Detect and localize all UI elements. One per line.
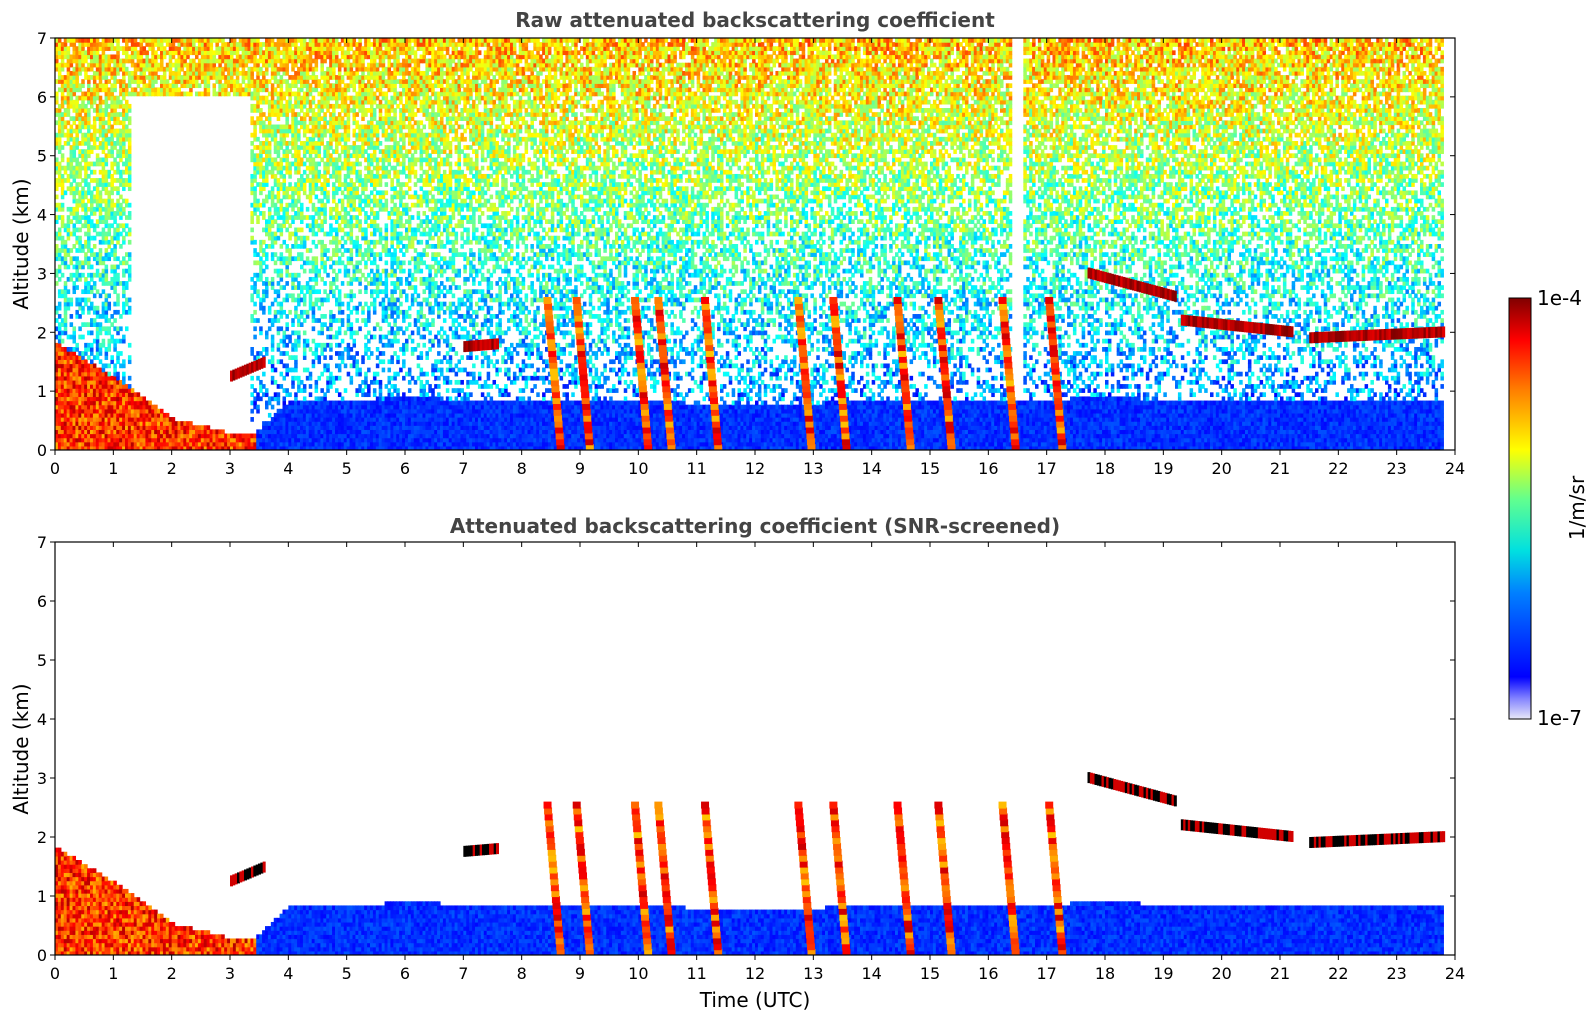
x-tick-label: 8 [517, 964, 527, 983]
y-tick-label: 7 [37, 29, 47, 48]
x-tick-label: 3 [225, 964, 235, 983]
x-tick-label: 16 [978, 459, 998, 478]
x-tick-label: 6 [400, 459, 410, 478]
x-tick-label: 2 [167, 964, 177, 983]
x-tick-label: 22 [1328, 964, 1348, 983]
x-tick-label: 0 [50, 459, 60, 478]
x-tick-label: 7 [458, 964, 468, 983]
y-tick-label: 4 [37, 206, 47, 225]
x-tick-label: 13 [803, 459, 823, 478]
chart-title: Attenuated backscattering coefficient (S… [450, 514, 1060, 538]
x-tick-label: 4 [283, 459, 293, 478]
heatmap-area [55, 38, 1446, 450]
x-tick-label: 22 [1328, 459, 1348, 478]
x-tick-label: 6 [400, 964, 410, 983]
x-tick-label: 21 [1270, 964, 1290, 983]
panel-raw: Raw attenuated backscattering coefficien… [9, 8, 1465, 478]
colorbar-label: 1/m/sr [1565, 475, 1589, 540]
x-tick-label: 8 [517, 459, 527, 478]
colorbar-min-label: 1e-7 [1537, 706, 1582, 730]
y-tick-label: 1 [37, 887, 47, 906]
y-axis-label: Altitude (km) [9, 683, 33, 814]
y-tick-label: 3 [37, 264, 47, 283]
x-tick-label: 14 [861, 964, 881, 983]
colorbar-gradient [1508, 297, 1532, 720]
x-tick-label: 13 [803, 964, 823, 983]
x-tick-label: 15 [920, 964, 940, 983]
plot-frame [54, 541, 1456, 956]
x-tick-label: 19 [1153, 459, 1173, 478]
x-tick-label: 5 [342, 459, 352, 478]
x-tick-label: 12 [745, 459, 765, 478]
x-tick-label: 21 [1270, 459, 1290, 478]
x-tick-label: 17 [1036, 964, 1056, 983]
y-axis-label: Altitude (km) [9, 178, 33, 309]
y-tick-label: 6 [37, 88, 47, 107]
x-tick-label: 1 [108, 459, 118, 478]
x-tick-label: 10 [628, 459, 648, 478]
x-tick-label: 18 [1095, 459, 1115, 478]
y-tick-label: 4 [37, 710, 47, 729]
x-tick-label: 5 [342, 964, 352, 983]
y-tick-label: 0 [37, 946, 47, 965]
colorbar-max-label: 1e-4 [1537, 286, 1582, 310]
x-tick-label: 10 [628, 964, 648, 983]
x-tick-label: 9 [575, 964, 585, 983]
axis-ticks: 0 1 2 3 4 5 6 7 8 9 10 11 12 13 14 15 16 17 18 19 20 21 22 23 24… [37, 533, 1465, 983]
x-tick-label: 16 [978, 964, 998, 983]
x-tick-label: 4 [283, 964, 293, 983]
x-axis-label: Time (UTC) [699, 988, 811, 1012]
y-tick-label: 5 [37, 651, 47, 670]
x-tick-label: 2 [167, 459, 177, 478]
x-tick-label: 11 [686, 459, 706, 478]
x-tick-label: 19 [1153, 964, 1173, 983]
axis-ticks: 0 1 2 3 4 5 6 7 8 9 10 11 12 13 14 15 16 17 18 19 20 21 22 23 24… [37, 29, 1465, 478]
x-tick-label: 24 [1445, 964, 1465, 983]
chart-title: Raw attenuated backscattering coefficien… [515, 8, 995, 32]
y-tick-label: 2 [37, 828, 47, 847]
y-tick-label: 3 [37, 769, 47, 788]
x-tick-label: 3 [225, 459, 235, 478]
heatmap-area [55, 772, 1446, 955]
x-tick-label: 17 [1036, 459, 1056, 478]
x-tick-label: 20 [1211, 964, 1231, 983]
panel-screened: Attenuated backscattering coefficient (S… [9, 514, 1465, 1012]
x-tick-label: 20 [1211, 459, 1231, 478]
x-tick-label: 24 [1445, 459, 1465, 478]
y-tick-label: 6 [37, 592, 47, 611]
x-tick-label: 23 [1386, 459, 1406, 478]
x-tick-label: 0 [50, 964, 60, 983]
x-tick-label: 18 [1095, 964, 1115, 983]
x-tick-label: 11 [686, 964, 706, 983]
y-tick-label: 0 [37, 441, 47, 460]
x-tick-label: 23 [1386, 964, 1406, 983]
y-tick-label: 2 [37, 323, 47, 342]
y-tick-label: 5 [37, 147, 47, 166]
y-tick-label: 1 [37, 382, 47, 401]
x-tick-label: 9 [575, 459, 585, 478]
x-tick-label: 7 [458, 459, 468, 478]
x-tick-label: 15 [920, 459, 940, 478]
x-tick-label: 14 [861, 459, 881, 478]
x-tick-label: 1 [108, 964, 118, 983]
x-tick-label: 12 [745, 964, 765, 983]
y-tick-label: 7 [37, 533, 47, 552]
colorbar: 1e-4 1e-7 1/m/sr [1508, 286, 1589, 730]
